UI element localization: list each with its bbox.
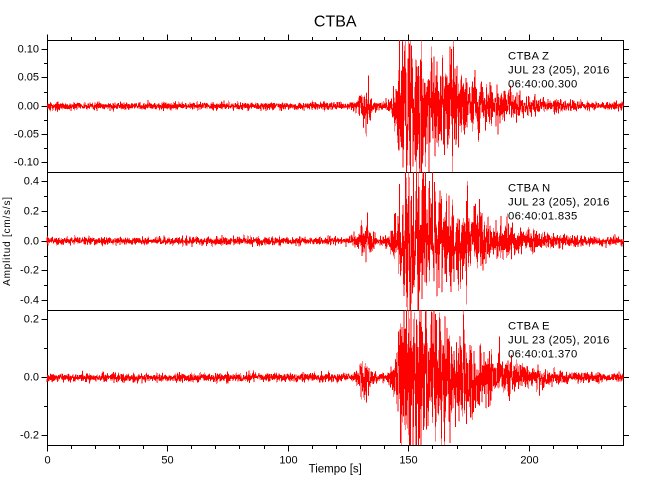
svg-text:-0.2: -0.2	[20, 430, 39, 442]
svg-text:06:40:01.835: 06:40:01.835	[508, 210, 578, 222]
svg-text:0.2: 0.2	[24, 314, 39, 326]
svg-text:-0.4: -0.4	[20, 295, 39, 307]
svg-text:Amplitud [cm/s/s]: Amplitud [cm/s/s]	[2, 196, 13, 286]
svg-text:Tiempo [s]: Tiempo [s]	[309, 464, 362, 476]
svg-text:CTBA: CTBA	[508, 183, 539, 195]
svg-text:0.2: 0.2	[24, 206, 39, 218]
svg-text:-0.05: -0.05	[14, 129, 39, 141]
svg-text:0.0: 0.0	[24, 372, 39, 384]
svg-text:-0.10: -0.10	[14, 157, 39, 169]
svg-text:JUL 23 (205), 2016: JUL 23 (205), 2016	[508, 196, 610, 208]
svg-text:100: 100	[279, 455, 297, 467]
svg-text:0.10: 0.10	[18, 44, 39, 56]
svg-text:CTBA: CTBA	[508, 321, 539, 333]
svg-text:-0.2: -0.2	[20, 265, 39, 277]
svg-text:0.0: 0.0	[24, 236, 39, 248]
svg-text:CTBA: CTBA	[508, 51, 539, 63]
svg-text:Z: Z	[542, 51, 549, 63]
svg-text:JUL 23 (205), 2016: JUL 23 (205), 2016	[508, 64, 610, 76]
svg-text:0.00: 0.00	[18, 101, 39, 113]
svg-text:06:40:00.300: 06:40:00.300	[508, 78, 578, 90]
svg-text:CTBA: CTBA	[314, 14, 357, 31]
svg-text:50: 50	[161, 455, 173, 467]
svg-text:E: E	[542, 321, 550, 333]
svg-text:N: N	[542, 183, 550, 195]
svg-text:0.4: 0.4	[24, 176, 39, 188]
svg-text:0.05: 0.05	[18, 72, 39, 84]
svg-text:0: 0	[44, 455, 50, 467]
svg-text:200: 200	[520, 455, 538, 467]
svg-text:JUL 23 (205), 2016: JUL 23 (205), 2016	[508, 334, 610, 346]
svg-text:06:40:01.370: 06:40:01.370	[508, 348, 578, 360]
svg-text:150: 150	[399, 455, 417, 467]
